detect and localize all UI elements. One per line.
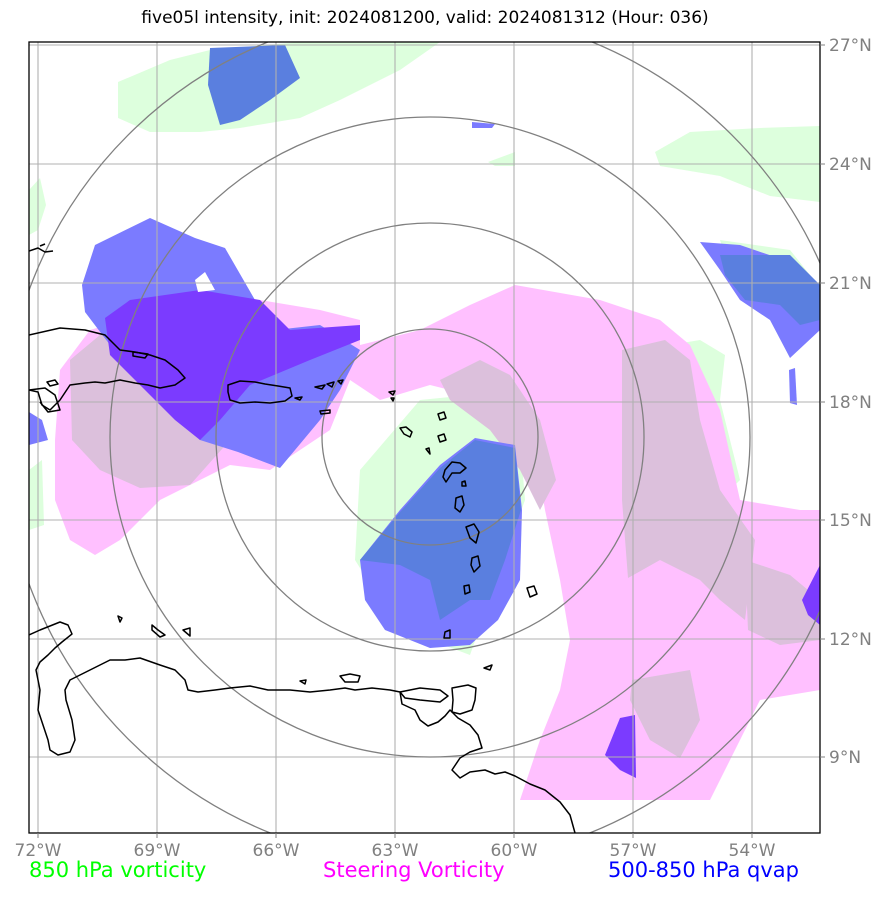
saint-lucia	[470, 555, 481, 573]
lon-label: 72°W	[15, 841, 62, 861]
island	[388, 390, 396, 396]
island	[294, 396, 303, 401]
island	[132, 351, 149, 359]
guadeloupe	[442, 461, 467, 483]
legend-850-vorticity: 850 hPa vorticity	[29, 858, 207, 882]
qvap-overlap-fields	[208, 45, 820, 620]
lat-label: 12°N	[829, 630, 872, 650]
legend-steering-vorticity: Steering Vorticity	[323, 858, 505, 882]
island	[117, 615, 123, 623]
map-title: five05l intensity, init: 2024081200, val…	[141, 8, 709, 28]
island	[461, 480, 467, 487]
island	[437, 411, 447, 421]
grenada	[443, 629, 451, 639]
gridlines	[29, 42, 820, 833]
lon-labels: 72°W 69°W 66°W 63°W 60°W 57°W 54°W	[15, 841, 776, 861]
range-ring	[215, 222, 645, 652]
range-ring	[321, 328, 539, 546]
island	[399, 426, 413, 438]
island	[425, 447, 431, 455]
axis-ticks	[37, 44, 825, 838]
martinique	[465, 523, 480, 544]
lon-label: 69°W	[134, 841, 181, 861]
axes-frame	[28, 41, 821, 834]
island	[182, 627, 191, 637]
dominica	[454, 495, 465, 513]
coastlines	[29, 243, 576, 833]
barbados	[526, 585, 538, 598]
island	[390, 397, 395, 402]
island	[319, 409, 331, 415]
island	[337, 379, 344, 385]
island	[437, 433, 447, 443]
venezuela-coast	[29, 621, 576, 833]
lat-label: 18°N	[829, 393, 872, 413]
tobago	[483, 664, 493, 671]
margarita	[339, 673, 361, 683]
lon-label: 57°W	[610, 841, 657, 861]
island	[314, 384, 326, 390]
island	[39, 243, 46, 247]
lat-label: 27°N	[829, 36, 872, 56]
island	[46, 379, 59, 387]
island	[151, 624, 166, 638]
lat-label: 9°N	[829, 748, 861, 768]
island	[299, 679, 307, 685]
lon-label: 54°W	[729, 841, 776, 861]
hispaniola-coast	[29, 327, 186, 411]
lat-label: 15°N	[829, 511, 872, 531]
lat-label: 21°N	[829, 274, 872, 294]
lat-label: 24°N	[829, 155, 872, 175]
qvap-gap	[195, 272, 215, 292]
legend-qvap: 500-850 hPa qvap	[608, 858, 799, 882]
trinidad	[451, 684, 477, 715]
lon-label: 66°W	[253, 841, 300, 861]
range-ring	[109, 116, 751, 758]
lon-label: 63°W	[372, 841, 419, 861]
lat-labels: 27°N 24°N 21°N 18°N 15°N 12°N 9°N	[829, 36, 872, 768]
cuba-fragment	[29, 247, 54, 253]
plot-area	[29, 42, 820, 833]
saint-vincent	[463, 584, 471, 595]
puerto-rico-coast	[227, 380, 293, 404]
range-rings	[29, 42, 820, 833]
paria-peninsula	[399, 687, 449, 703]
island	[326, 381, 335, 388]
haiti-peninsula	[29, 387, 61, 413]
lon-label: 60°W	[491, 841, 538, 861]
